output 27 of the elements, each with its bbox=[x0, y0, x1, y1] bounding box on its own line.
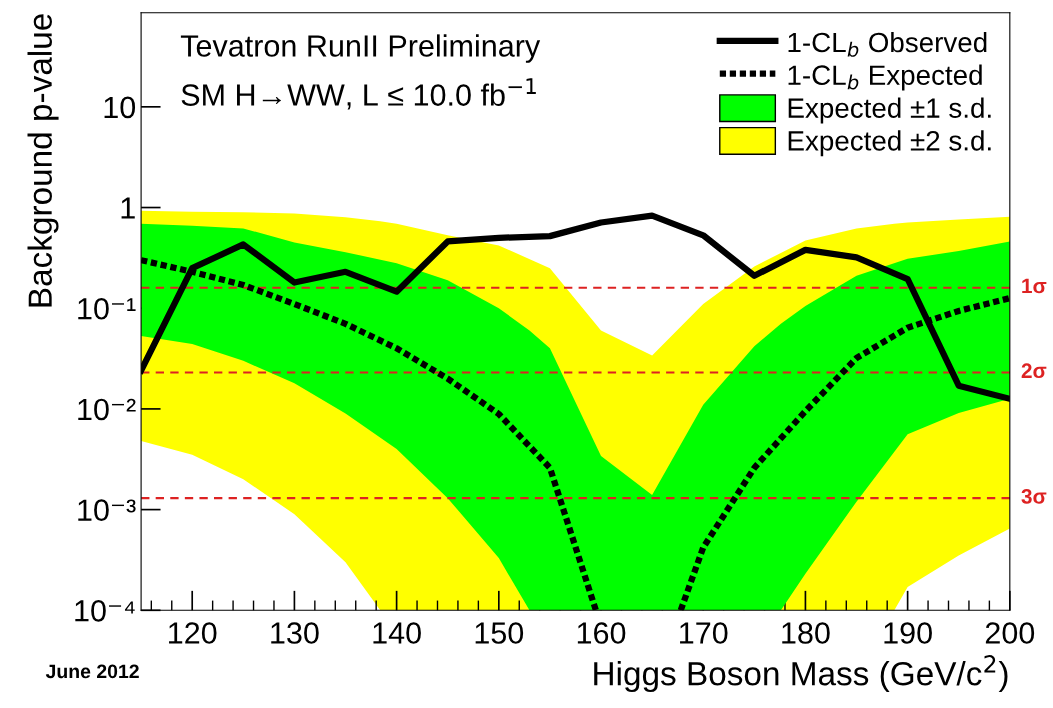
x-axis-title: Higgs Boson Mass (GeV/c$^{2}$) bbox=[594, 655, 1008, 693]
annotation: Tevatron RunII Preliminary bbox=[180, 34, 541, 63]
legend-label: Expected ±2 s.d. bbox=[788, 130, 991, 157]
x-tick-label: 170 bbox=[680, 622, 728, 644]
text: June 2012 bbox=[45, 664, 139, 679]
y-tick-label: 10⁻¹ bbox=[78, 297, 136, 320]
ref-line-label: 3σ bbox=[1021, 488, 1047, 504]
y-tick-label: 10 bbox=[104, 96, 136, 119]
y-tick-label: 10⁻⁴ bbox=[75, 600, 135, 622]
y-tick-label: 10⁻² bbox=[78, 398, 136, 421]
x-tick-label: 150 bbox=[475, 622, 524, 644]
legend-label: 1-CL$_{b}$ Expected bbox=[788, 64, 982, 91]
legend-label: 1-CL$_{b}$ Observed bbox=[788, 31, 987, 57]
x-tick-label: 200 bbox=[985, 622, 1035, 644]
y-tick-label: 1 bbox=[121, 197, 135, 219]
x-tick-label: 190 bbox=[884, 622, 932, 644]
annotation: SM H→WW, L ≤ 10.0 fb$^{−1}$ bbox=[181, 78, 536, 110]
x-tick-label: 140 bbox=[373, 622, 421, 644]
x-tick-label: 130 bbox=[271, 622, 319, 644]
x-tick-label: 180 bbox=[782, 622, 830, 644]
ref-line-label: 2σ bbox=[1021, 363, 1047, 379]
legend-label: Expected ±1 s.d. bbox=[788, 97, 991, 124]
y-axis-title: Background p-value bbox=[27, 14, 59, 307]
x-tick-label: 120 bbox=[169, 622, 217, 644]
ref-line-label: 1σ bbox=[1022, 278, 1047, 294]
x-tick-label: 160 bbox=[577, 622, 626, 644]
y-tick-label: 10⁻³ bbox=[78, 499, 136, 521]
